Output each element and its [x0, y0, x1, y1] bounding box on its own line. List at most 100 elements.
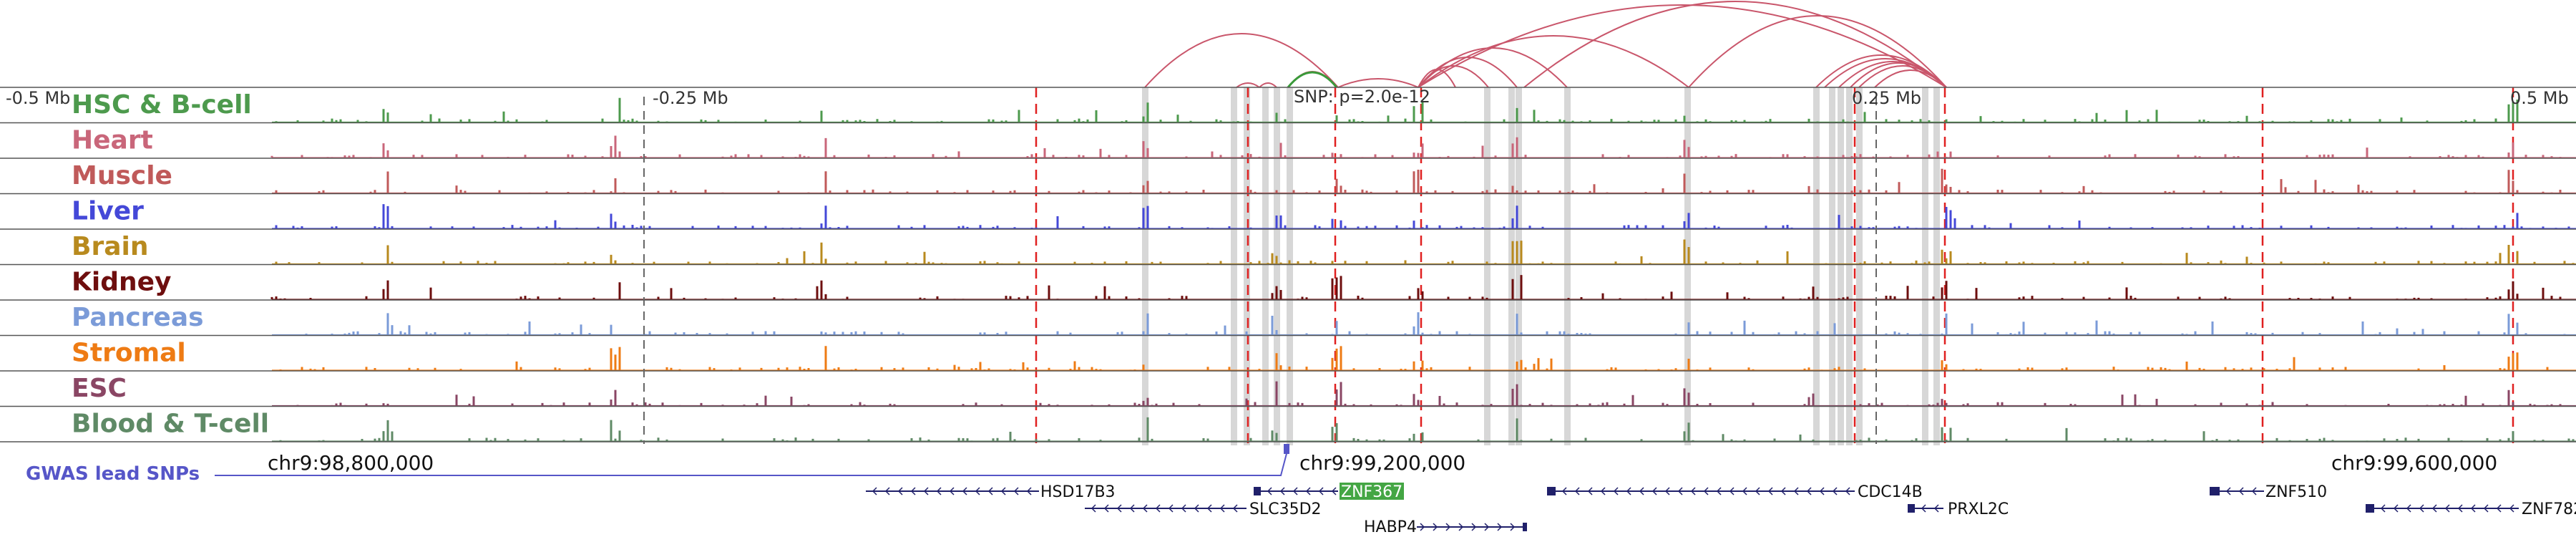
- gene-exon-cdc14b: [1547, 487, 1556, 495]
- gwas-row: GWAS lead SNPs: [26, 444, 1289, 485]
- strand-arrow: [1729, 487, 1735, 495]
- strand-arrow: [1219, 504, 1225, 513]
- gene-exon-znf367: [1254, 487, 1261, 495]
- track-label: ESC: [72, 374, 127, 403]
- loop-arc: [1418, 47, 1568, 88]
- strand-arrow: [1677, 487, 1683, 495]
- highlight-bands: [1142, 87, 1940, 445]
- variant-lines: [1035, 87, 2514, 445]
- highlight-band: [1142, 87, 1148, 445]
- strand-arrow: [923, 487, 929, 495]
- strand-arrow: [1510, 523, 1516, 531]
- strand-arrow: [1497, 523, 1503, 531]
- strand-arrow: [2483, 504, 2489, 513]
- strand-arrow: [2496, 504, 2502, 513]
- highlight-band: [1922, 87, 1928, 445]
- track-peaks: [305, 312, 2566, 335]
- strand-arrow: [2251, 487, 2257, 495]
- strand-arrow: [1116, 504, 1122, 513]
- gene-label-znf367[interactable]: ZNF367: [1341, 483, 1402, 501]
- highlight-band: [1838, 87, 1844, 445]
- track-label: Pancreas: [72, 303, 204, 332]
- strand-arrow: [1091, 504, 1096, 513]
- strand-arrow: [1318, 487, 1324, 495]
- chromatin-loops: [1144, 1, 1947, 88]
- strand-arrow: [1806, 487, 1812, 495]
- strand-arrow: [1793, 487, 1799, 495]
- strand-arrow: [1445, 523, 1451, 531]
- strand-arrow: [1819, 487, 1825, 495]
- gwas-snp-marker[interactable]: [1284, 444, 1289, 454]
- highlight-band: [1244, 87, 1250, 445]
- strand-arrow: [1206, 504, 1212, 513]
- gene-label-hsd17b3[interactable]: HSD17B3: [1040, 483, 1116, 501]
- gene-label-cdc14b[interactable]: CDC14B: [1858, 483, 1923, 501]
- strand-arrow: [1103, 504, 1109, 513]
- strand-arrow: [987, 487, 993, 495]
- strand-arrow: [2419, 504, 2424, 513]
- strand-arrow: [1026, 487, 1032, 495]
- gwas-label: GWAS lead SNPs: [26, 463, 200, 485]
- strand-arrow: [1561, 487, 1567, 495]
- track-peaks: [275, 168, 2562, 193]
- strand-arrow: [1292, 487, 1298, 495]
- strand-arrow: [1484, 523, 1490, 531]
- track-peaks: [279, 417, 2575, 441]
- accessibility-tracks: [0, 87, 2576, 442]
- strand-arrow: [1613, 487, 1619, 495]
- gene-annotations: HSD17B3 ZNF367 CDC14B ZNF510 ZNF782 SLC3…: [866, 483, 2576, 536]
- strand-arrow: [910, 487, 916, 495]
- loop-arc: [1874, 69, 1947, 88]
- strand-arrow: [1155, 504, 1161, 513]
- strand-arrow: [2509, 504, 2514, 513]
- strand-arrow: [1742, 487, 1747, 495]
- strand-arrow: [1279, 487, 1285, 495]
- strand-arrow: [2393, 504, 2399, 513]
- strand-arrow: [1331, 487, 1337, 495]
- highlight-band: [1933, 87, 1940, 445]
- highlight-band: [1813, 87, 1820, 445]
- highlight-band: [1829, 87, 1835, 445]
- gene-label-slc35d2[interactable]: SLC35D2: [1249, 500, 1322, 518]
- gene-label-prxl2c[interactable]: PRXL2C: [1948, 500, 2009, 518]
- strand-arrow: [2406, 504, 2411, 513]
- strand-arrow: [949, 487, 955, 495]
- strand-arrow: [1420, 523, 1425, 531]
- strand-arrow: [1181, 504, 1186, 513]
- loop-arc: [1418, 4, 1947, 88]
- strand-arrow: [1587, 487, 1593, 495]
- strand-arrow: [1921, 504, 1926, 513]
- strand-arrow: [1574, 487, 1580, 495]
- highlight-band: [1684, 87, 1691, 445]
- loop-arc: [1523, 1, 1947, 88]
- track-label: Blood & T-cell: [72, 410, 269, 439]
- strand-arrow: [1845, 487, 1850, 495]
- loop-arc: [1688, 15, 1947, 88]
- track-label: Kidney: [72, 268, 172, 297]
- highlight-band: [1274, 87, 1280, 445]
- strand-arrow: [872, 487, 877, 495]
- highlight-band: [1484, 87, 1491, 445]
- track-label: Heart: [72, 126, 153, 155]
- strand-arrow: [1639, 487, 1644, 495]
- strand-arrow: [2470, 504, 2476, 513]
- scale-label-minus-half: -0.5 Mb: [6, 88, 70, 108]
- scale-label-plus-half: 0.5 Mb: [2510, 88, 2569, 108]
- gene-label-znf782[interactable]: ZNF782: [2522, 500, 2576, 518]
- strand-arrow: [2457, 504, 2463, 513]
- strand-arrow: [1767, 487, 1773, 495]
- coordinate-axis: chr9:98,800,000 chr9:99,200,000 chr9:99,…: [268, 451, 2497, 475]
- strand-arrow: [1232, 504, 1238, 513]
- track-label: Stromal: [72, 339, 186, 368]
- strand-arrows: [872, 487, 2514, 531]
- gene-label-znf510[interactable]: ZNF510: [2265, 483, 2327, 501]
- gene-label-habp4[interactable]: HABP4: [1364, 518, 1417, 536]
- strand-arrow: [1129, 504, 1135, 513]
- strand-arrow: [1168, 504, 1174, 513]
- track-peaks: [279, 346, 2549, 370]
- track-label: HSC & B-cell: [72, 90, 252, 120]
- strand-arrow: [2380, 504, 2386, 513]
- strand-arrow: [1626, 487, 1631, 495]
- strand-arrow: [1305, 487, 1311, 495]
- track-peaks: [275, 204, 2570, 228]
